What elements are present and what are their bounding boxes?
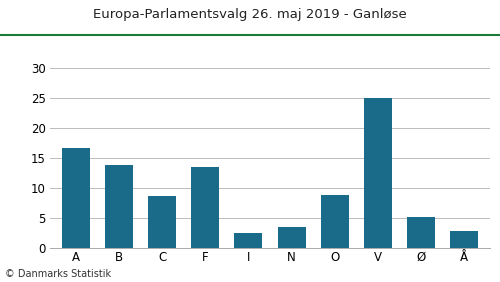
Bar [450,231,478,248]
Bar [278,227,305,248]
Bar [192,167,220,248]
Bar [148,196,176,248]
Bar [62,148,90,248]
Text: Europa-Parlamentsvalg 26. maj 2019 - Ganløse: Europa-Parlamentsvalg 26. maj 2019 - Gan… [93,8,407,21]
Bar [320,195,348,248]
Bar [407,217,435,248]
Text: © Danmarks Statistik: © Danmarks Statistik [5,269,111,279]
Bar [364,98,392,248]
Bar [105,166,133,248]
Bar [234,233,262,248]
